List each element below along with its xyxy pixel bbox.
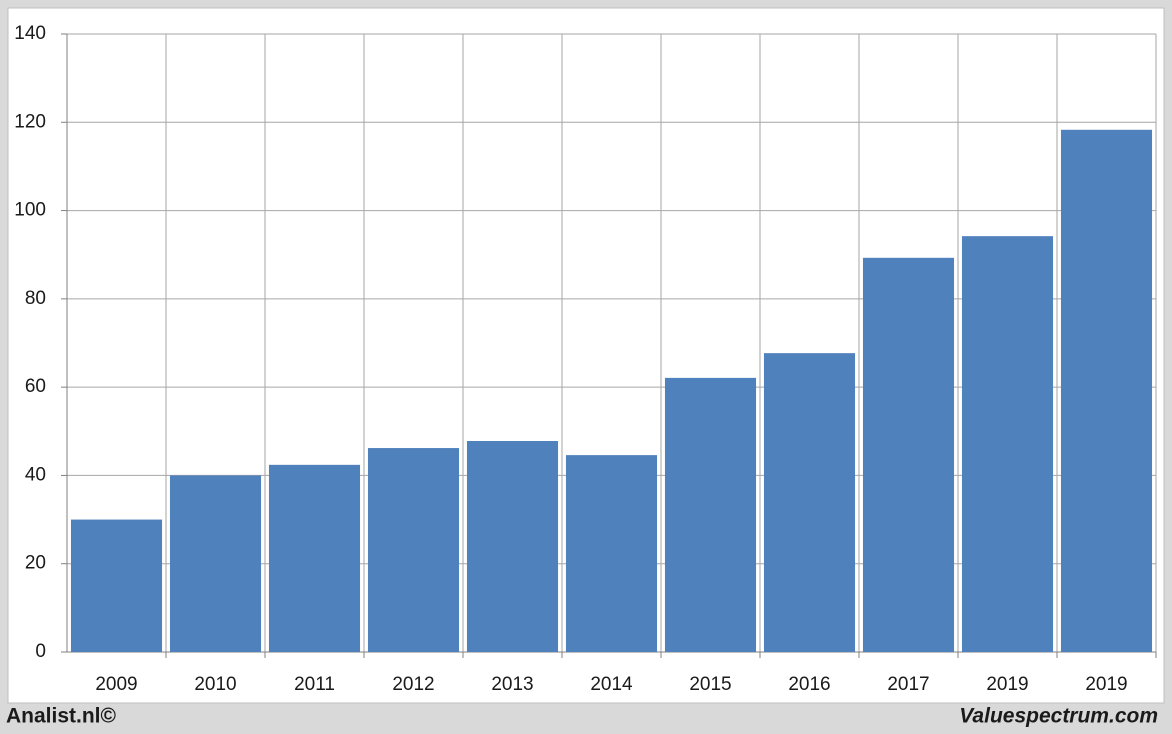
bar bbox=[565, 455, 658, 652]
x-tick-label: 2019 bbox=[986, 674, 1028, 695]
y-tick-label: 60 bbox=[25, 376, 46, 397]
bar bbox=[664, 377, 757, 652]
x-tick-label: 2019 bbox=[1085, 674, 1127, 695]
footer-left: Analist.nl© bbox=[6, 705, 117, 728]
bar bbox=[367, 448, 460, 652]
x-tick-label: 2012 bbox=[392, 674, 434, 695]
y-tick-label: 120 bbox=[14, 111, 46, 132]
bar bbox=[169, 475, 262, 652]
y-tick-label: 80 bbox=[25, 288, 46, 309]
y-tick-label: 0 bbox=[35, 641, 46, 662]
bar bbox=[268, 464, 361, 652]
footer-right: Valuespectrum.com bbox=[959, 705, 1158, 728]
x-tick-label: 2017 bbox=[887, 674, 929, 695]
x-tick-label: 2009 bbox=[95, 674, 137, 695]
y-tick-label: 20 bbox=[25, 553, 46, 574]
y-tick-label: 100 bbox=[14, 200, 46, 221]
x-tick-label: 2010 bbox=[194, 674, 236, 695]
bar bbox=[961, 236, 1054, 652]
bar bbox=[763, 353, 856, 652]
x-tick-label: 2015 bbox=[689, 674, 731, 695]
bar bbox=[70, 519, 163, 652]
y-tick-label: 140 bbox=[14, 23, 46, 44]
bar bbox=[466, 440, 559, 652]
bar bbox=[862, 257, 955, 652]
bar bbox=[1060, 129, 1153, 653]
x-tick-label: 2016 bbox=[788, 674, 830, 695]
x-tick-label: 2014 bbox=[590, 674, 633, 695]
x-tick-label: 2013 bbox=[491, 674, 533, 695]
x-tick-label: 2011 bbox=[294, 674, 335, 695]
y-tick-label: 40 bbox=[25, 464, 46, 485]
